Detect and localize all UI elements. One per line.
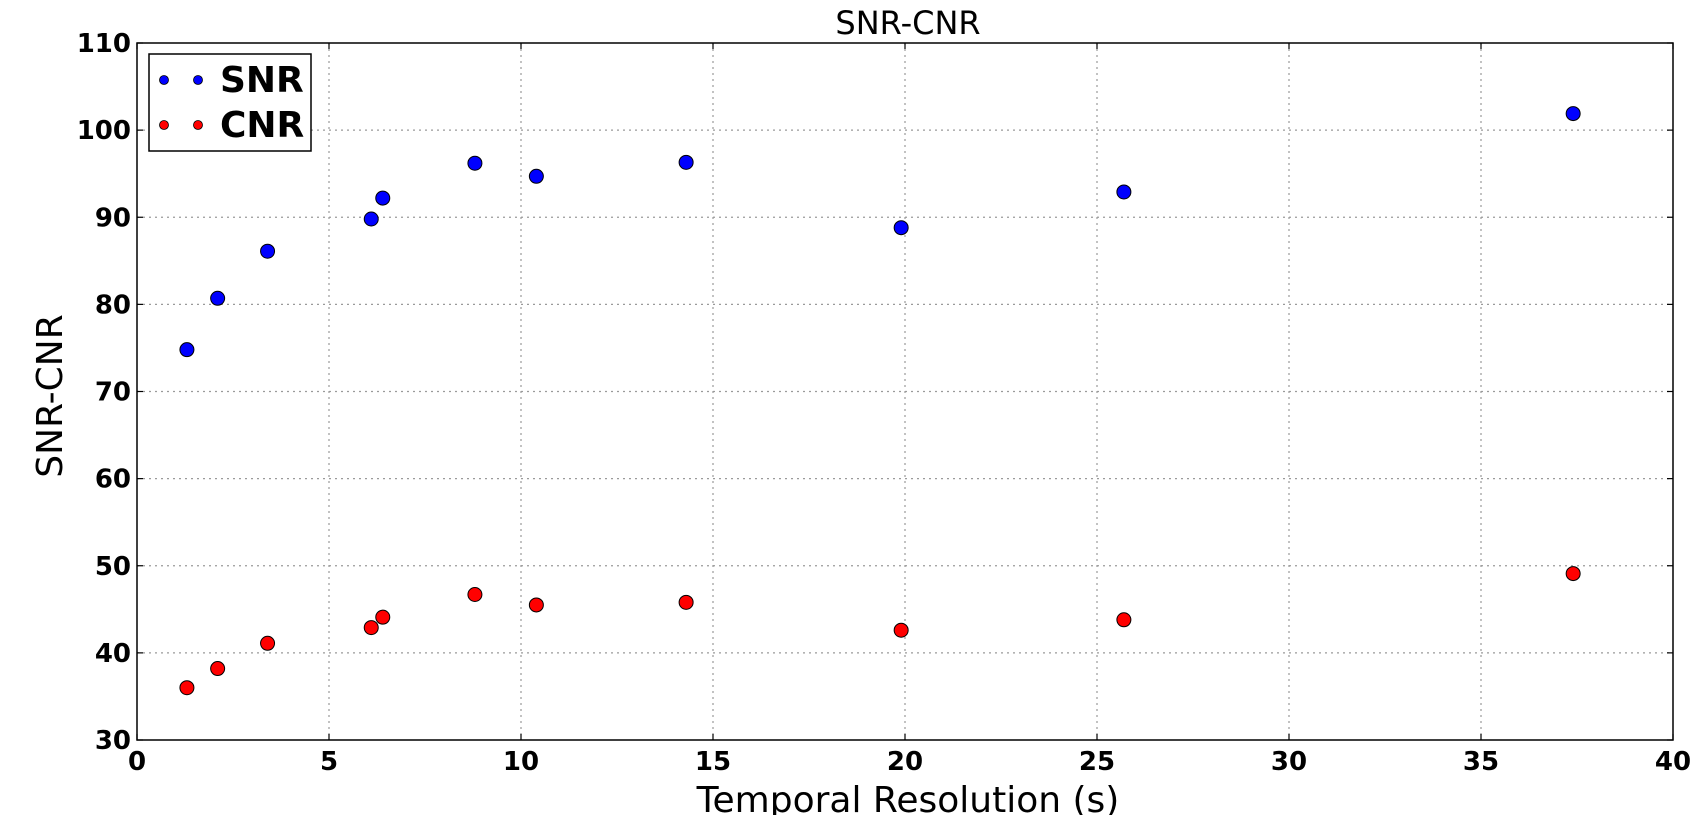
series-snr bbox=[179, 106, 1581, 358]
y-tick-label: 70 bbox=[95, 378, 131, 408]
legend-box bbox=[148, 53, 312, 152]
snr-point bbox=[893, 220, 909, 236]
axis-ticks: 0 5 10 15 20 25 30 35 40 30 40 50 60 70 80 90 100 110 bbox=[77, 29, 1691, 777]
y-tick-label: 110 bbox=[77, 29, 131, 59]
y-tick-label: 100 bbox=[77, 116, 131, 146]
cnr-point bbox=[260, 635, 276, 651]
cnr-point bbox=[1565, 566, 1581, 582]
cnr-point bbox=[528, 597, 544, 613]
snr-point bbox=[467, 155, 483, 171]
y-tick-label: 90 bbox=[95, 203, 131, 233]
grid-lines bbox=[137, 43, 1673, 740]
x-tick-label: 5 bbox=[320, 747, 338, 777]
snr-point bbox=[260, 243, 276, 259]
y-tick-label: 40 bbox=[95, 639, 131, 669]
snr-point bbox=[210, 290, 226, 306]
x-tick-label: 40 bbox=[1655, 747, 1691, 777]
legend-label-snr: SNR bbox=[220, 60, 304, 101]
data-points bbox=[179, 106, 1581, 696]
chart-title: SNR-CNR bbox=[835, 4, 980, 42]
y-axis-label: SNR-CNR bbox=[30, 314, 71, 477]
legend-marker-cnr bbox=[159, 120, 169, 130]
x-tick-label: 30 bbox=[1271, 747, 1307, 777]
cnr-point bbox=[467, 587, 483, 603]
legend-label-cnr: CNR bbox=[220, 105, 304, 146]
y-tick-label: 80 bbox=[95, 290, 131, 320]
cnr-point bbox=[1116, 612, 1132, 628]
cnr-point bbox=[210, 661, 226, 677]
x-tick-label: 25 bbox=[1079, 747, 1115, 777]
snr-point bbox=[528, 168, 544, 184]
y-tick-label: 60 bbox=[95, 465, 131, 495]
legend-marker-snr bbox=[193, 75, 203, 85]
snr-point bbox=[179, 342, 195, 358]
x-tick-label: 15 bbox=[695, 747, 731, 777]
series-cnr bbox=[179, 566, 1581, 696]
legend-marker-snr bbox=[159, 75, 169, 85]
y-tick-label: 30 bbox=[95, 726, 131, 756]
x-tick-label: 0 bbox=[128, 747, 146, 777]
cnr-point bbox=[363, 620, 379, 636]
snr-point bbox=[375, 190, 391, 206]
cnr-point bbox=[179, 680, 195, 696]
snr-point bbox=[363, 211, 379, 227]
snr-point bbox=[1565, 106, 1581, 122]
cnr-point bbox=[375, 609, 391, 625]
y-tick-label: 50 bbox=[95, 552, 131, 582]
x-tick-label: 20 bbox=[887, 747, 923, 777]
cnr-point bbox=[893, 622, 909, 638]
legend-marker-cnr bbox=[193, 120, 203, 130]
x-tick-label: 10 bbox=[503, 747, 539, 777]
x-tick-label: 35 bbox=[1463, 747, 1499, 777]
snr-point bbox=[1116, 184, 1132, 200]
cnr-point bbox=[678, 594, 694, 610]
snr-point bbox=[678, 154, 694, 170]
x-axis-label: Temporal Resolution (s) bbox=[696, 780, 1120, 815]
